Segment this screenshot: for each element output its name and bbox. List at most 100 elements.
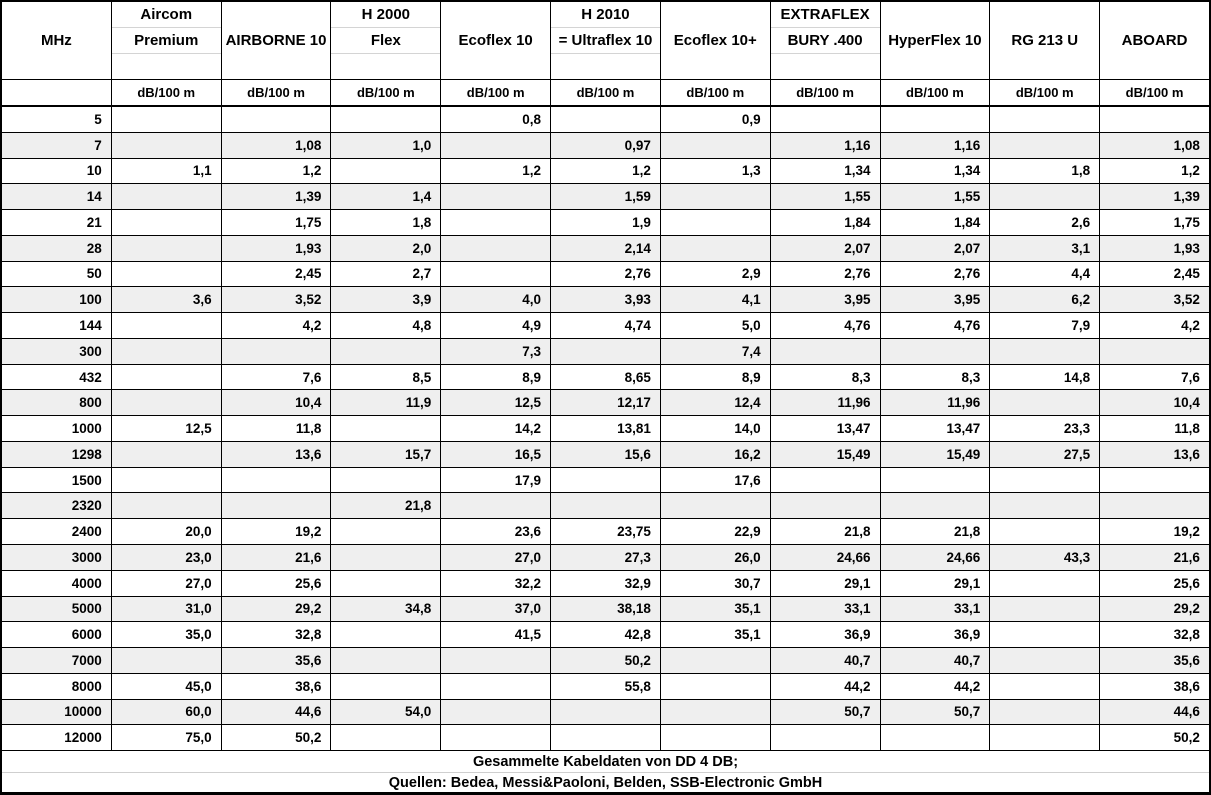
value-cell bbox=[112, 313, 222, 338]
header-line: Ecoflex 10 bbox=[458, 32, 533, 49]
value-cell: 7,6 bbox=[1181, 369, 1200, 385]
value-cell: 6,2 bbox=[990, 287, 1101, 313]
table-row: 1500 17,9 17,6 bbox=[2, 466, 1209, 493]
table-row: 14 1,39 1,4 1,59 1,55 1,55 1,39 bbox=[2, 183, 1209, 210]
table-row: 4000 27,0 25,6 32,2 32,9 30,7 29,1 29,1 25,6 bbox=[2, 569, 1209, 596]
freq-cell: 10000 bbox=[2, 699, 112, 725]
freq-cell: 10 bbox=[2, 158, 112, 184]
value-cell: 41,5 bbox=[441, 622, 552, 648]
value-cell: 13,6 bbox=[1173, 446, 1200, 462]
value-cell: 55,8 bbox=[551, 673, 661, 699]
freq-cell: 1500 bbox=[2, 467, 112, 493]
value-cell bbox=[661, 673, 771, 699]
value-cell: 44,6 bbox=[222, 699, 332, 725]
value-cell: 35,6 bbox=[222, 648, 332, 673]
value-cell: 15,7 bbox=[331, 441, 442, 467]
value-cell bbox=[881, 338, 991, 364]
value-cell: 1,0 bbox=[331, 132, 442, 158]
value-cell: 32,2 bbox=[441, 570, 552, 596]
value-cell bbox=[551, 725, 661, 751]
value-cell bbox=[441, 493, 552, 519]
value-cell bbox=[331, 725, 442, 751]
value-cell: 11,96 bbox=[881, 390, 991, 416]
value-cell bbox=[331, 158, 442, 184]
value-cell: 8,65 bbox=[551, 364, 661, 390]
value-cell: 3,52 bbox=[222, 287, 332, 313]
value-cell: 2,0 bbox=[331, 235, 442, 261]
value-cell: 23,6 bbox=[441, 519, 552, 545]
value-cell bbox=[771, 338, 881, 364]
value-cell bbox=[222, 107, 332, 132]
value-cell: 2,76 bbox=[771, 261, 881, 287]
value-cell bbox=[771, 467, 881, 493]
value-cell: 11,8 bbox=[222, 416, 332, 441]
value-cell bbox=[990, 622, 1101, 648]
column-header-aboard: ABOARD bbox=[1100, 2, 1209, 79]
value-cell bbox=[551, 467, 661, 493]
value-cell: 21,8 bbox=[331, 493, 442, 519]
value-cell: 8,3 bbox=[771, 364, 881, 390]
value-cell: 1,2 bbox=[441, 158, 552, 184]
value-cell: 38,18 bbox=[551, 596, 661, 622]
value-cell: 44,6 bbox=[1173, 704, 1200, 720]
value-cell bbox=[990, 184, 1101, 210]
value-cell: 1,39 bbox=[222, 184, 332, 210]
header-line: Aircom bbox=[111, 2, 221, 28]
value-cell: 29,1 bbox=[771, 570, 881, 596]
table-row: 432 7,6 8,5 8,9 8,65 8,9 8,3 8,3 14,8 7,6 bbox=[2, 363, 1209, 390]
value-cell: 54,0 bbox=[331, 699, 442, 725]
header-line: RG 213 U bbox=[1011, 32, 1079, 49]
value-cell bbox=[881, 107, 991, 132]
value-cell: 11,96 bbox=[771, 390, 881, 416]
value-cell: 35,6 bbox=[1173, 652, 1200, 668]
value-cell: 7,9 bbox=[990, 313, 1101, 338]
value-cell: 3,1 bbox=[990, 235, 1101, 261]
value-cell: 3,95 bbox=[771, 287, 881, 313]
value-cell: 34,8 bbox=[331, 596, 442, 622]
freq-cell: 14 bbox=[2, 184, 112, 210]
value-cell bbox=[441, 132, 552, 158]
value-cell bbox=[441, 184, 552, 210]
value-cell: 37,0 bbox=[441, 596, 552, 622]
freq-cell: 1000 bbox=[2, 416, 112, 441]
value-cell: 23,75 bbox=[551, 519, 661, 545]
value-cell: 23,3 bbox=[990, 416, 1101, 441]
value-cell bbox=[990, 725, 1101, 751]
value-cell bbox=[661, 648, 771, 673]
value-cell: 21,8 bbox=[771, 519, 881, 545]
table-row: 5 0,8 0,9 bbox=[2, 107, 1209, 132]
table-row: 8000 45,0 38,6 55,8 44,2 44,2 38,6 bbox=[2, 672, 1209, 699]
table-row: 5000 31,0 29,2 34,8 37,0 38,18 35,1 33,1 33,1 29,… bbox=[2, 595, 1209, 622]
value-cell bbox=[112, 132, 222, 158]
freq-cell: 5000 bbox=[2, 596, 112, 622]
value-cell bbox=[112, 261, 222, 287]
table-row: 28 1,93 2,0 2,14 2,07 2,07 3,1 1,93 bbox=[2, 234, 1209, 261]
value-cell bbox=[441, 725, 552, 751]
value-cell bbox=[222, 467, 332, 493]
value-cell: 3,93 bbox=[551, 287, 661, 313]
value-cell bbox=[112, 493, 222, 519]
value-cell: 2,45 bbox=[222, 261, 332, 287]
value-cell: 44,2 bbox=[771, 673, 881, 699]
value-cell bbox=[661, 725, 771, 751]
value-cell: 12,5 bbox=[441, 390, 552, 416]
value-cell bbox=[881, 725, 991, 751]
freq-cell: 7000 bbox=[2, 648, 112, 673]
value-cell: 3,9 bbox=[331, 287, 442, 313]
value-cell: 35,1 bbox=[661, 622, 771, 648]
value-cell: 14,0 bbox=[661, 416, 771, 441]
value-cell bbox=[881, 493, 991, 519]
value-cell bbox=[990, 493, 1101, 519]
column-header-h2000-flex: H 2000 Flex bbox=[331, 2, 442, 79]
value-cell: 8,9 bbox=[661, 364, 771, 390]
value-cell: 35,1 bbox=[661, 596, 771, 622]
table-row: 144 4,2 4,8 4,9 4,74 5,0 4,76 4,76 7,9 4,2 bbox=[2, 312, 1209, 338]
freq-cell: 6000 bbox=[2, 622, 112, 648]
value-cell: 33,1 bbox=[881, 596, 991, 622]
freq-cell: 800 bbox=[2, 390, 112, 416]
table-row: 3000 23,0 21,6 27,0 27,3 26,0 24,66 24,66 43,3 21… bbox=[2, 544, 1209, 570]
value-cell: 1,55 bbox=[771, 184, 881, 210]
unit-cell: dB/100 m bbox=[990, 80, 1101, 105]
column-header-airborne-10: AIRBORNE 10 bbox=[222, 2, 332, 79]
